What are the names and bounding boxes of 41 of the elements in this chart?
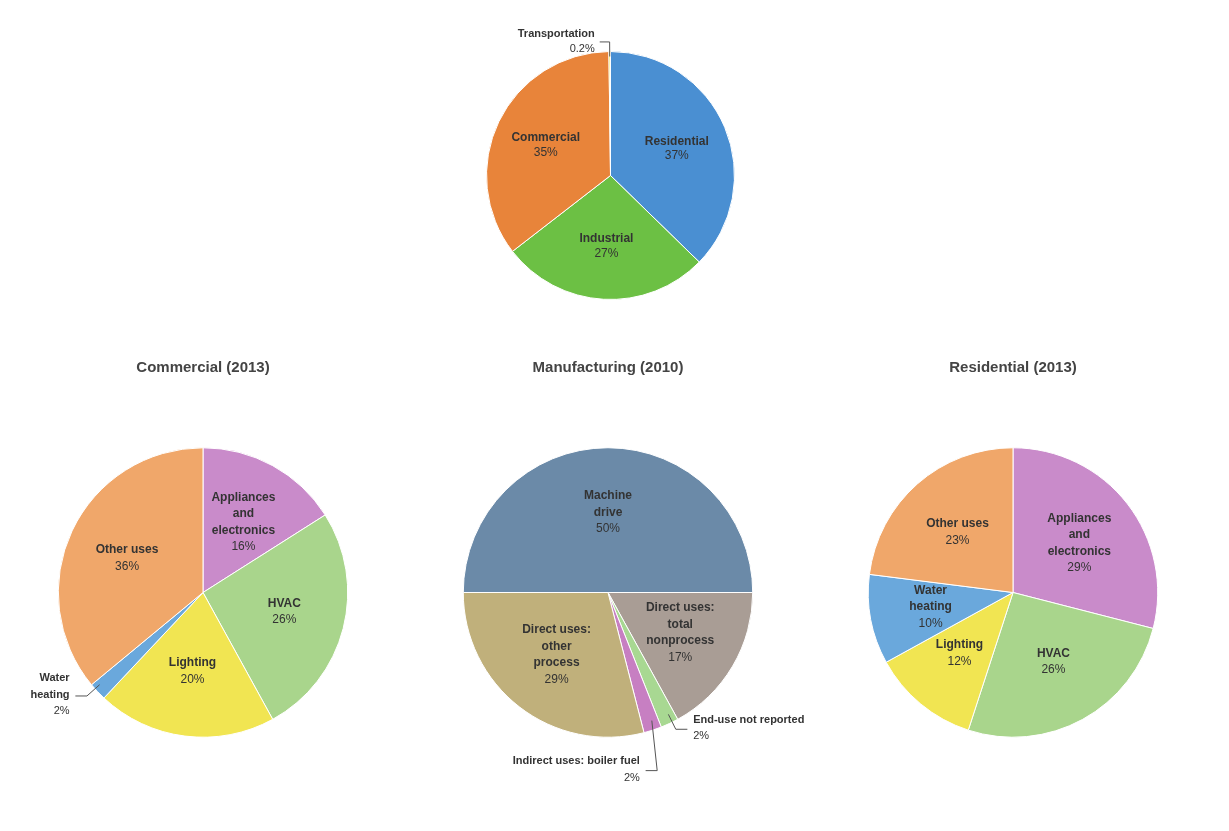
data-label: 16% [231,539,256,554]
slice-label: Water heating [909,582,952,614]
slice-label: Appliances and electronics [1047,510,1112,558]
data-label: 50% [595,521,621,536]
data-label: 27% [594,245,619,260]
data-label: 29% [1067,560,1092,575]
data-label: 12% [947,653,972,668]
slice-label: Other uses [95,542,159,557]
data-label: 2% [623,770,641,783]
slice-label: Water heating [30,671,71,700]
slice-label: HVAC [1036,645,1071,660]
slice-label: Industrial [579,231,634,246]
data-label: 10% [918,615,943,630]
data-label: 0.2% [569,41,595,54]
slice-label: Indirect uses: boiler fuel [512,754,640,767]
slice-label: HVAC [267,595,302,610]
chart-title: Manufacturing (2010) [532,357,684,375]
slice-label: Lighting [935,637,984,652]
slice-label: Residential [644,133,709,148]
slice-label: Direct uses: total nonprocess [645,600,715,648]
slice-label: Transportation [517,27,596,40]
data-label: 2% [693,729,710,742]
slice-label: Lighting [168,655,217,670]
data-label: 26% [272,612,297,627]
data-label: 35% [533,144,559,159]
data-label: 37% [664,148,690,163]
data-label: 17% [668,649,693,664]
slice-label: Other uses [926,516,990,531]
chart-title: Residential (2013) [949,357,1077,375]
data-label: 20% [180,671,205,686]
data-label: 26% [1041,662,1066,677]
slice-label: Appliances and electronics [211,489,276,537]
data-label: 36% [115,558,140,573]
slice-label: Direct uses: other process [522,622,591,670]
data-label: 29% [544,671,569,686]
slice-label: Commercial [511,130,581,145]
slice-label: Machine drive [583,488,633,519]
chart-title: Commercial (2013) [136,357,270,375]
slice-label: End-use not reported [693,712,805,725]
data-label: 23% [945,532,970,547]
data-label: 2% [53,704,70,717]
